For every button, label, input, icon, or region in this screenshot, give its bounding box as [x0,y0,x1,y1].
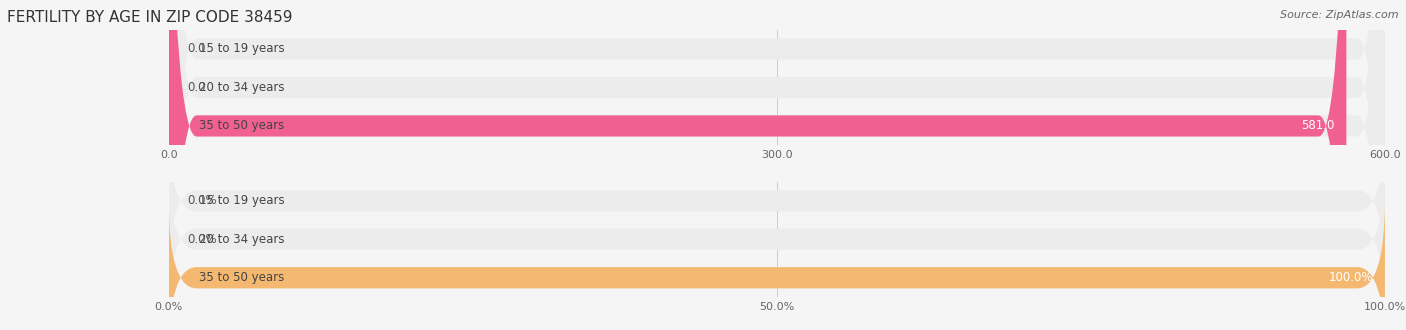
Text: 35 to 50 years: 35 to 50 years [200,119,284,132]
FancyBboxPatch shape [169,200,1385,330]
Text: 0.0%: 0.0% [187,194,217,207]
FancyBboxPatch shape [169,200,1385,330]
Text: FERTILITY BY AGE IN ZIP CODE 38459: FERTILITY BY AGE IN ZIP CODE 38459 [7,10,292,25]
FancyBboxPatch shape [169,123,1385,279]
Text: 0.0: 0.0 [187,81,205,94]
Text: 581.0: 581.0 [1301,119,1334,132]
Text: 0.0%: 0.0% [187,233,217,246]
Text: 35 to 50 years: 35 to 50 years [200,271,284,284]
Text: 15 to 19 years: 15 to 19 years [200,43,285,55]
Text: Source: ZipAtlas.com: Source: ZipAtlas.com [1281,10,1399,20]
Text: 20 to 34 years: 20 to 34 years [200,81,284,94]
Text: 15 to 19 years: 15 to 19 years [200,194,285,207]
FancyBboxPatch shape [169,0,1347,330]
Text: 100.0%: 100.0% [1329,271,1372,284]
Text: 20 to 34 years: 20 to 34 years [200,233,284,246]
FancyBboxPatch shape [169,0,1385,330]
FancyBboxPatch shape [169,0,1385,330]
FancyBboxPatch shape [169,162,1385,317]
Text: 0.0: 0.0 [187,43,205,55]
FancyBboxPatch shape [169,0,1385,330]
